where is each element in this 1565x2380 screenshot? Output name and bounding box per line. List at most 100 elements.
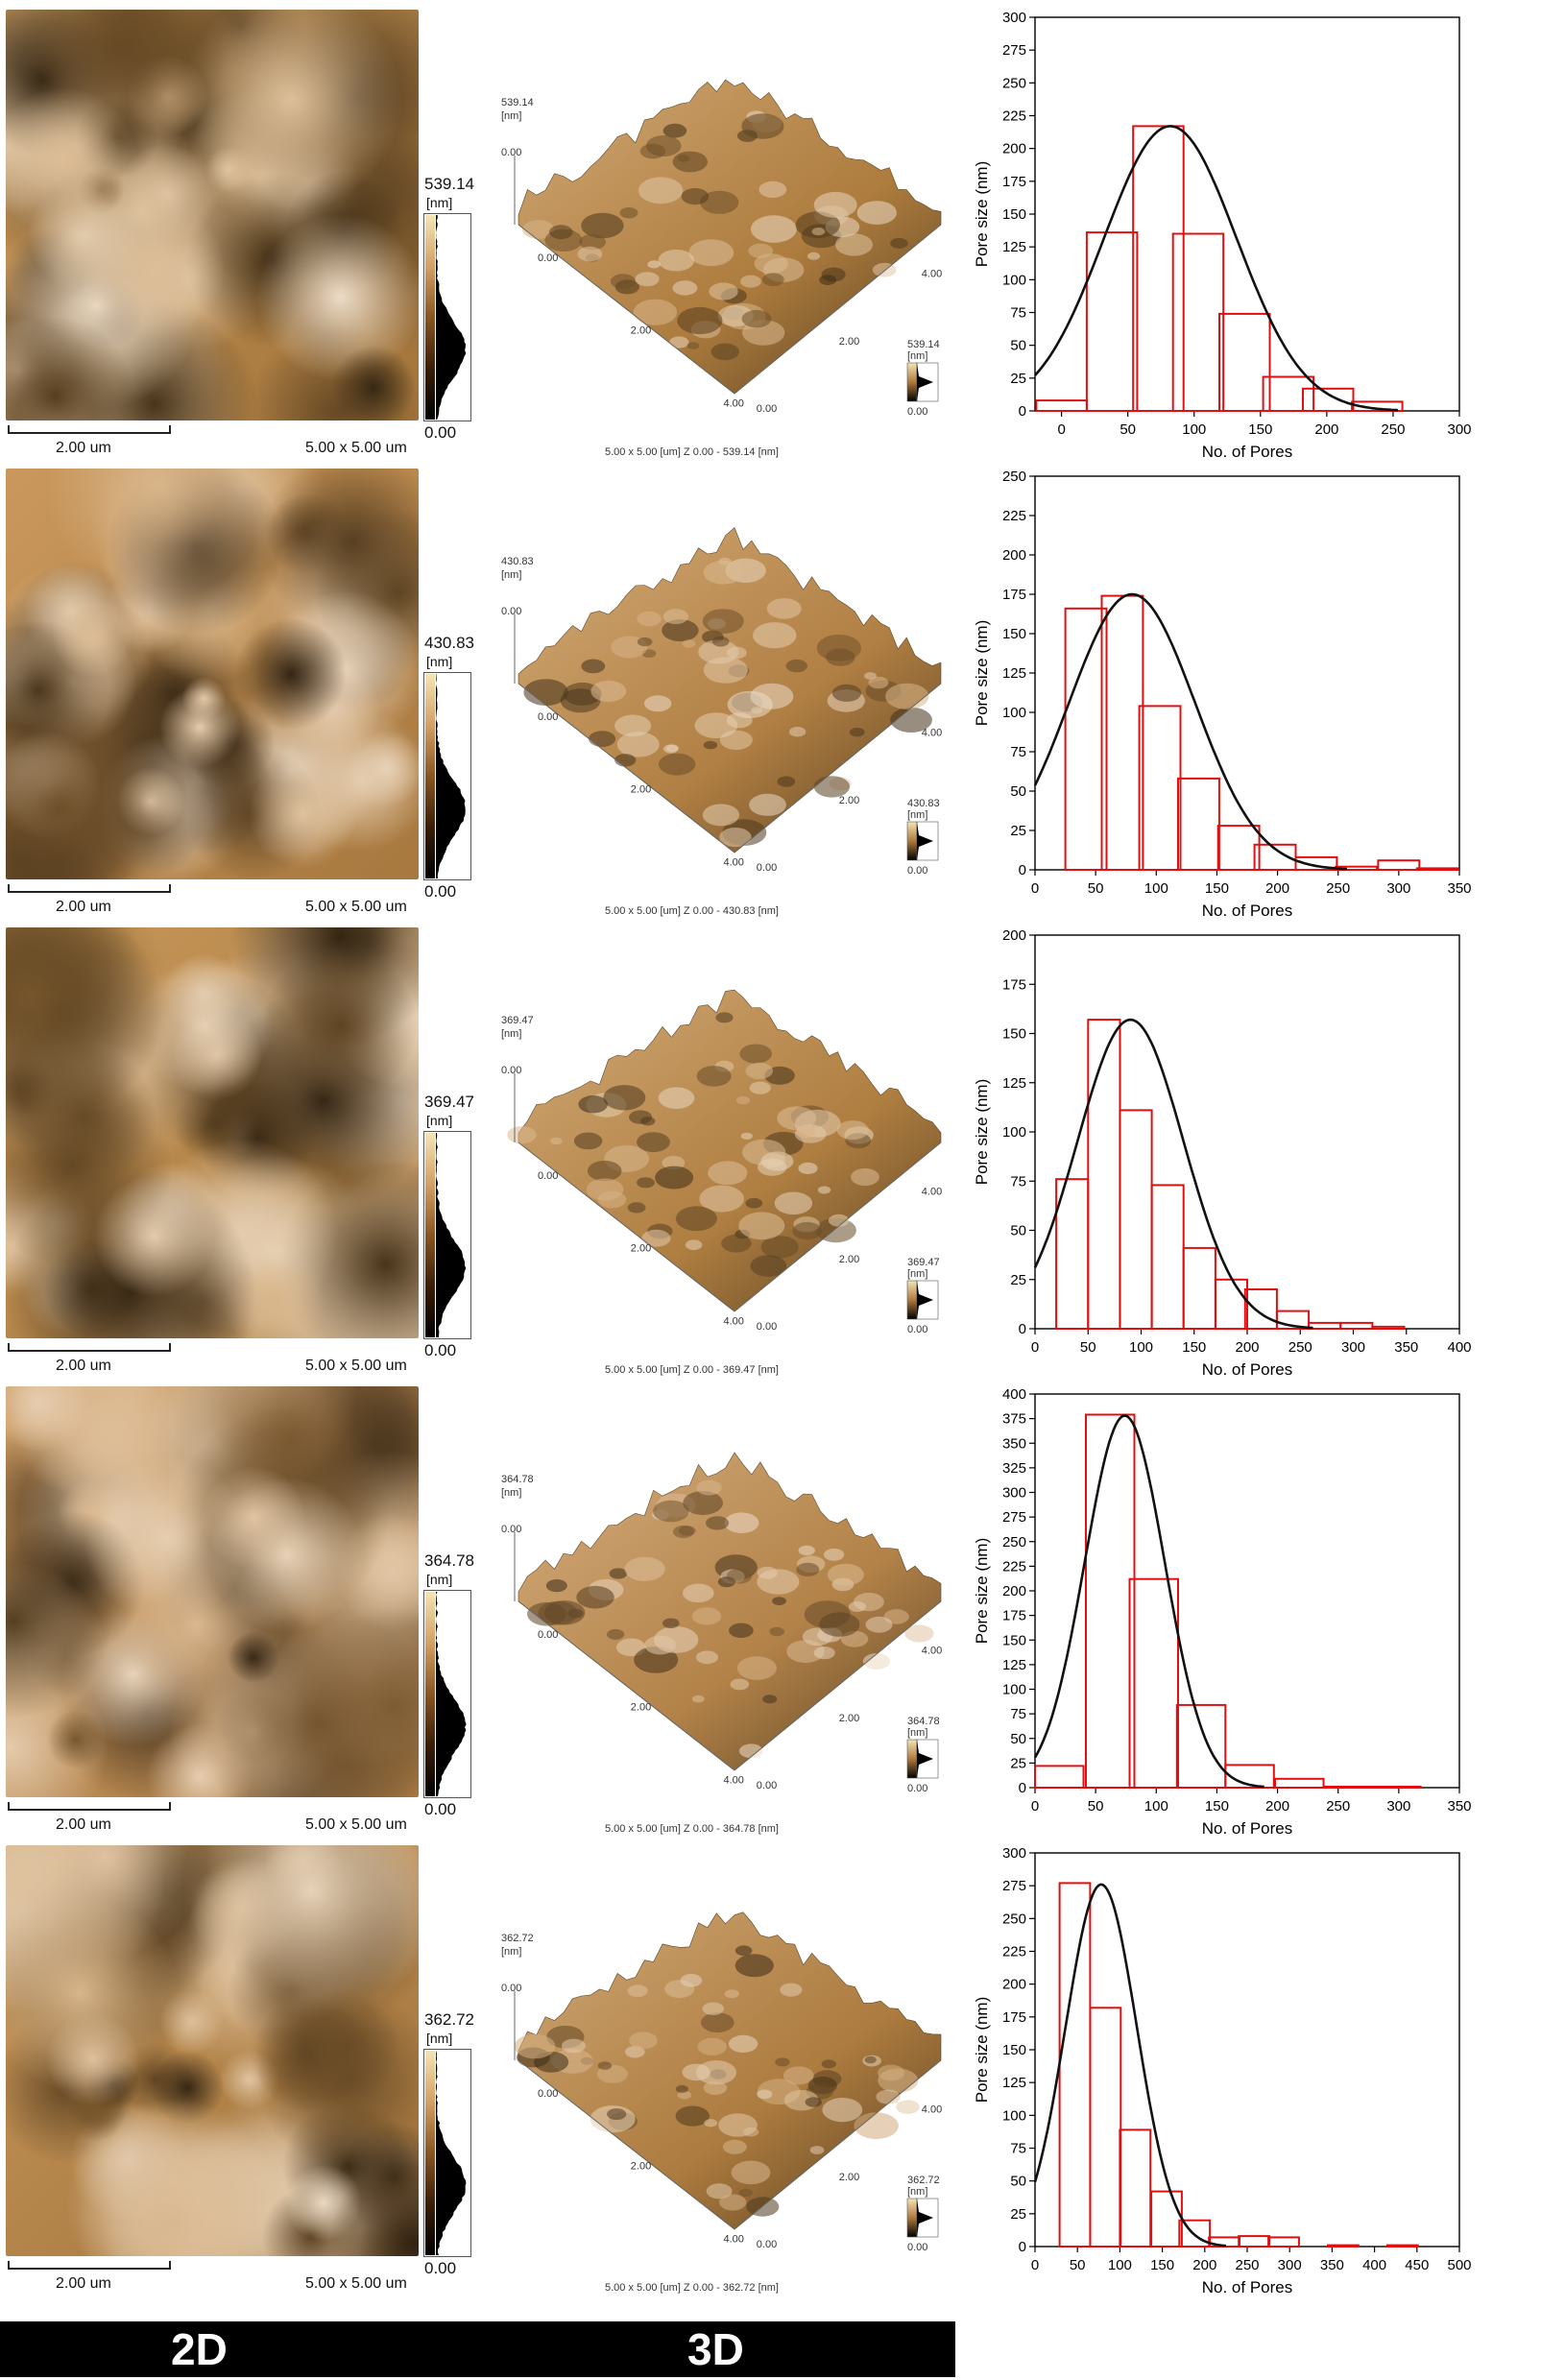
surface-grain [686, 342, 700, 349]
pore-size-histogram: 0 25 50 75 100 125 150 175 200 0 50 100 150 200 250 300… [973, 927, 1472, 1379]
color-scale-bar [423, 1590, 471, 1798]
axis-x-tick-label: 4.00 [724, 856, 744, 868]
surface-body [518, 526, 942, 853]
y-tick-label: 275 [1002, 1878, 1026, 1894]
surface-grain [819, 1612, 860, 1637]
mini-color-scale: 364.78[nm] 0.00 [906, 1716, 940, 1794]
y-tick-label: 350 [1002, 1435, 1026, 1452]
x-tick-label: 150 [1182, 1339, 1206, 1356]
surface-grain [724, 1512, 759, 1533]
axis-y-tick-label: 0.00 [757, 862, 777, 874]
y-tick-label: 200 [1002, 547, 1026, 564]
surface-grain [616, 732, 660, 757]
axis-x-tick-label: 4.00 [724, 1774, 744, 1786]
histogram-bar [1267, 2236, 1300, 2248]
surface-grain [562, 2038, 586, 2054]
y-tick-label: 75 [1010, 305, 1026, 322]
histogram-bar [1150, 1184, 1185, 1330]
surface-grain [760, 1236, 799, 1259]
surface-grain [675, 1206, 717, 1232]
scale-bar-tick [8, 1802, 10, 1811]
surface-grain [633, 299, 678, 325]
surface-grain [581, 212, 624, 239]
surface-grain [813, 776, 851, 798]
histogram-bar [1327, 2244, 1360, 2248]
z-axis-unit-label: [nm] [501, 110, 521, 122]
mini-scale-max: 364.78 [907, 1716, 940, 1727]
histogram-bar [1138, 705, 1182, 871]
surface-grain [683, 1583, 714, 1603]
surface-grain [581, 659, 606, 674]
x-tick-label: 300 [1341, 1339, 1365, 1356]
axis-y-tick-label: 4.00 [922, 268, 942, 279]
surface-grain [896, 2100, 920, 2114]
histogram-bar [1377, 859, 1421, 872]
gaussian-fit-curve [1034, 125, 1398, 412]
x-tick-label: 50 [1070, 2257, 1086, 2273]
surface-grain [780, 1983, 803, 1997]
surface-grain [735, 1095, 750, 1105]
surface-grain [507, 1126, 537, 1144]
histogram-bar [1171, 232, 1225, 412]
x-tick-label: 200 [1192, 2257, 1216, 2273]
surface-grain [576, 1585, 614, 1609]
mini-hist-shape [917, 363, 933, 401]
axis-y-line [734, 2059, 942, 2230]
x-tick-label: 150 [1150, 2257, 1174, 2273]
histogram-bar [1238, 2235, 1271, 2248]
mini-scale-max: 362.72 [907, 2175, 940, 2186]
mini-scale-unit: [nm] [907, 2186, 927, 2198]
afm-3d-surface: 539.14[nm]0.000.002.004.00 0.002.004.005.… [501, 79, 942, 458]
y-tick-label: 0 [1019, 1321, 1026, 1337]
surface-grain [672, 151, 708, 173]
surface-grain [708, 1161, 748, 1186]
surface-grain [627, 1202, 646, 1214]
axis-y-line [734, 224, 942, 395]
x-tick-label: 250 [1288, 1339, 1312, 1356]
y-tick-label: 200 [1002, 1583, 1026, 1599]
surface-grain [619, 207, 638, 219]
histogram-bar [1085, 1413, 1136, 1789]
histogram-bar [1262, 375, 1315, 412]
histogram-bar [1243, 1288, 1278, 1330]
surface-grain [872, 262, 897, 277]
surface-grain [702, 609, 744, 634]
y-tick-label: 100 [1002, 1682, 1026, 1698]
scale-bar [8, 432, 171, 434]
axis-y-tick-label: 0.00 [757, 2239, 777, 2250]
histogram-bar [1132, 125, 1185, 413]
surface-grain [706, 2183, 733, 2200]
y-tick-label: 225 [1002, 1558, 1026, 1575]
surface-grain [658, 753, 696, 776]
surface-grain [721, 1234, 752, 1253]
histogram-bar [1100, 594, 1144, 871]
x-tick-label: 250 [1326, 880, 1350, 897]
surface-grain [550, 1137, 563, 1145]
surface-grain [817, 1186, 831, 1194]
surface-grain [769, 1626, 784, 1637]
surface-grain [614, 714, 652, 737]
surface-grain [766, 598, 802, 619]
surface-grain [774, 1191, 813, 1215]
y-tick-label: 150 [1002, 2042, 1026, 2058]
z-axis-unit-label: [nm] [501, 1946, 521, 1958]
axis-x-tick-label: 0.00 [538, 1170, 558, 1182]
color-gradient [425, 1133, 435, 1337]
surface-grain [710, 343, 739, 361]
y-axis-label: Pore size (nm) [973, 620, 991, 727]
mini-scale-max: 539.14 [907, 339, 940, 350]
surface-grain [777, 776, 796, 787]
z-unit-label: [nm] [426, 654, 453, 669]
surface-body [518, 1452, 942, 1771]
histogram-bar [1415, 867, 1459, 871]
z-max-label: 369.47 [424, 1093, 474, 1111]
surface-grain [761, 273, 784, 287]
surface-grain [624, 1556, 665, 1581]
surface-grain [734, 1954, 774, 1978]
surface-grain [828, 1214, 850, 1227]
surface-grain [750, 1255, 787, 1277]
surface-grain [587, 1160, 622, 1182]
y-tick-label: 275 [1002, 42, 1026, 59]
surface-grain [662, 609, 688, 625]
z-axis-min-label: 0.00 [501, 1524, 521, 1535]
